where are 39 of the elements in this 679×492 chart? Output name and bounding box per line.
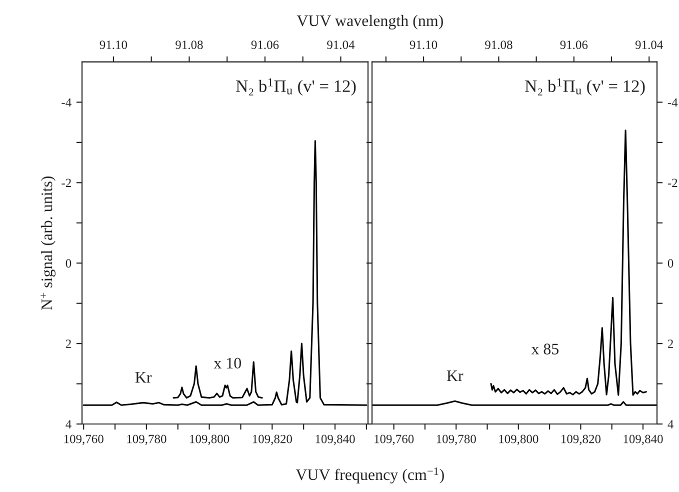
x-tick-label: 109,780 (127, 434, 166, 446)
annotation: Kr (446, 370, 464, 382)
y-tick-label: 2 (668, 340, 673, 348)
y-tick-label: 4 (668, 420, 674, 428)
x-tick-label: 109,800 (190, 434, 230, 446)
y-tick-label: 2 (66, 340, 71, 348)
x-tick-label: 109,820 (561, 434, 601, 446)
y-tick-label: -4 (668, 98, 678, 107)
series-label: x 10 (214, 358, 242, 369)
x-axis-title: VUV frequency (cm$^{−1}$) (296, 467, 444, 484)
line-series (490, 130, 647, 396)
x-tick-label: 109,780 (436, 434, 476, 446)
x-tick-label: 109,760 (64, 434, 104, 446)
y-tick-label: -4 (62, 98, 72, 107)
annotation: N₂ b$^{1}$Π$_{u}$ (v' = 12) (525, 78, 645, 96)
y-tick-label: 4 (66, 420, 72, 428)
annotation: Kr (135, 372, 152, 383)
y-tick-label: -2 (62, 178, 71, 187)
line-series (82, 140, 368, 406)
x-tick-label: 109,760 (374, 434, 414, 446)
annotation: N₂ b$^{1}$Π$_{u}$ (v' = 12) (236, 78, 356, 96)
x-tick-label: 109,840 (316, 434, 355, 446)
y-tick-label: -2 (668, 178, 678, 187)
x2-tick-label: 91.08 (176, 40, 203, 50)
x2-tick-label: 91.04 (635, 40, 663, 50)
x2-tick-label: 91.08 (485, 40, 512, 50)
y-tick-label: 0 (668, 259, 674, 268)
x2-tick-label: 91.10 (100, 40, 128, 50)
x2-tick-label: 91.04 (327, 40, 355, 50)
y-axis-title: N$^{+}$ signal (arb. units) (40, 176, 56, 310)
text: x 85 (531, 344, 559, 354)
x2-tick-label: 91.10 (410, 40, 438, 50)
y-tick-label: 0 (66, 259, 72, 268)
x2-tick-label: 91.06 (560, 40, 588, 50)
x2-tick-label: 91.06 (251, 40, 279, 50)
x-tick-label: 109,800 (499, 434, 538, 446)
x2-axis-title: VUV wavelength (nm) (296, 14, 443, 30)
x-tick-label: 109,840 (624, 434, 663, 446)
x-tick-label: 109,820 (252, 434, 292, 446)
